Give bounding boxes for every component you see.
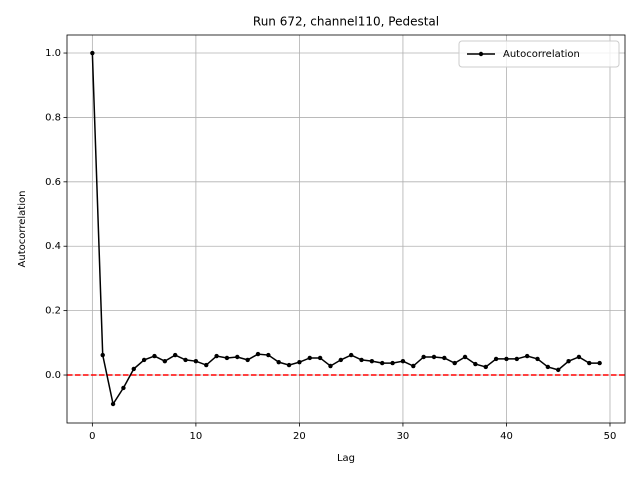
- legend: Autocorrelation: [458, 40, 620, 68]
- data-point: [493, 356, 499, 362]
- data-point: [131, 366, 136, 372]
- data-point: [204, 362, 209, 368]
- data-point: [359, 357, 364, 363]
- y-tick-label: 0.0: [45, 370, 61, 381]
- y-tick-label: 0.2: [45, 306, 61, 317]
- y-tick-label: 1.0: [45, 48, 61, 59]
- data-point: [297, 359, 302, 365]
- data-point: [514, 356, 520, 362]
- data-point: [162, 358, 168, 364]
- data-point: [535, 356, 540, 362]
- legend-label: Autocorrelation: [503, 49, 580, 60]
- data-point: [276, 359, 281, 365]
- data-point: [566, 358, 571, 364]
- data-point: [214, 353, 219, 359]
- plot-frame: [66, 34, 626, 424]
- data-point: [193, 358, 199, 364]
- chart-title: Run 672, channel110, Pedestal: [253, 15, 439, 29]
- data-point: [245, 357, 250, 363]
- data-point: [442, 355, 447, 361]
- data-point: [545, 364, 551, 370]
- data-point: [100, 352, 105, 358]
- x-tick-label: 20: [293, 431, 306, 442]
- data-point: [90, 50, 95, 56]
- data-point: [121, 385, 126, 391]
- data-point: [431, 354, 437, 360]
- data-point: [152, 353, 157, 359]
- data-point: [172, 352, 178, 358]
- data-point: [255, 351, 261, 357]
- data-point: [369, 358, 375, 364]
- data-point: [348, 352, 354, 358]
- data-point: [380, 360, 385, 366]
- y-tick-label: 0.8: [45, 112, 61, 123]
- data-point: [556, 367, 561, 373]
- x-tick-label: 50: [604, 431, 617, 442]
- legend-marker: [478, 51, 484, 57]
- data-point: [317, 355, 323, 361]
- x-tick-label: 0: [89, 431, 95, 442]
- y-tick-label: 0.4: [45, 241, 61, 252]
- x-tick-label: 40: [500, 431, 513, 442]
- data-point: [452, 360, 457, 366]
- data-point: [224, 355, 230, 361]
- y-tick-label: 0.6: [45, 177, 61, 188]
- data-point: [266, 352, 271, 358]
- x-axis-label: Lag: [337, 453, 355, 464]
- data-point: [411, 363, 416, 369]
- data-point: [400, 358, 406, 364]
- x-tick-label: 30: [397, 431, 410, 442]
- data-point: [462, 354, 468, 360]
- data-point: [307, 355, 312, 361]
- x-tick-label: 10: [190, 431, 203, 442]
- y-axis-label: Autocorrelation: [17, 191, 28, 268]
- data-point: [338, 357, 344, 363]
- data-point: [421, 354, 426, 360]
- data-point: [524, 353, 530, 359]
- data-point: [473, 361, 478, 367]
- data-point: [576, 354, 582, 360]
- data-point: [183, 357, 188, 363]
- data-point: [286, 362, 292, 368]
- legend-box: [458, 40, 620, 68]
- data-point: [483, 364, 488, 370]
- data-point: [587, 360, 592, 366]
- data-point: [141, 357, 147, 363]
- data-point: [235, 354, 240, 360]
- data-point: [328, 363, 333, 369]
- data-point: [390, 360, 395, 366]
- data-point: [504, 356, 509, 362]
- data-point: [597, 360, 602, 366]
- data-point: [110, 401, 116, 407]
